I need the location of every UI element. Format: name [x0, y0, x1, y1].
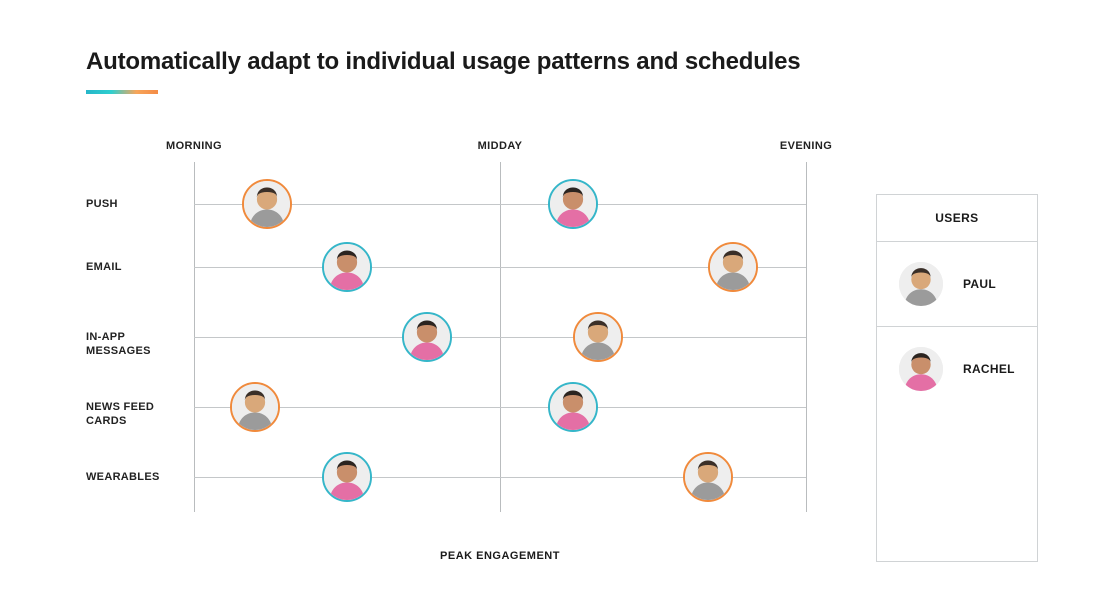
avatar-rachel [322, 452, 372, 502]
avatar-paul [683, 452, 733, 502]
legend-row-rachel: RACHEL [877, 327, 1037, 411]
avatar-rachel [548, 382, 598, 432]
legend-name: PAUL [963, 277, 996, 291]
x-axis-label: PEAK ENGAGEMENT [194, 550, 806, 562]
column-label-midday: MIDDAY [478, 140, 523, 152]
grid-hline [194, 337, 806, 338]
avatar-rachel [402, 312, 452, 362]
users-legend: USERS PAUL RACHEL [876, 194, 1038, 562]
avatar-rachel [548, 179, 598, 229]
legend-title: USERS [877, 195, 1037, 242]
avatar-paul [230, 382, 280, 432]
avatar-rachel [899, 347, 943, 391]
row-label-push: PUSH [86, 198, 118, 212]
row-label-newsfeed: NEWS FEED CARDS [86, 401, 186, 429]
row-label-wear: WEARABLES [86, 471, 160, 485]
legend-name: RACHEL [963, 362, 1015, 376]
grid-vline [806, 162, 807, 512]
column-label-morning: MORNING [166, 140, 222, 152]
engagement-chart: MORNINGMIDDAYEVENING PUSHEMAILIN-APP MES… [86, 152, 806, 532]
avatar-paul [573, 312, 623, 362]
avatar-paul [708, 242, 758, 292]
avatar-rachel [322, 242, 372, 292]
row-label-inapp: IN-APP MESSAGES [86, 331, 186, 359]
page-title: Automatically adapt to individual usage … [86, 48, 1034, 76]
grid-hline [194, 407, 806, 408]
column-label-evening: EVENING [780, 140, 832, 152]
avatar-paul [242, 179, 292, 229]
avatar-paul [899, 262, 943, 306]
legend-row-paul: PAUL [877, 242, 1037, 327]
row-label-email: EMAIL [86, 261, 122, 275]
title-underline [86, 90, 158, 94]
